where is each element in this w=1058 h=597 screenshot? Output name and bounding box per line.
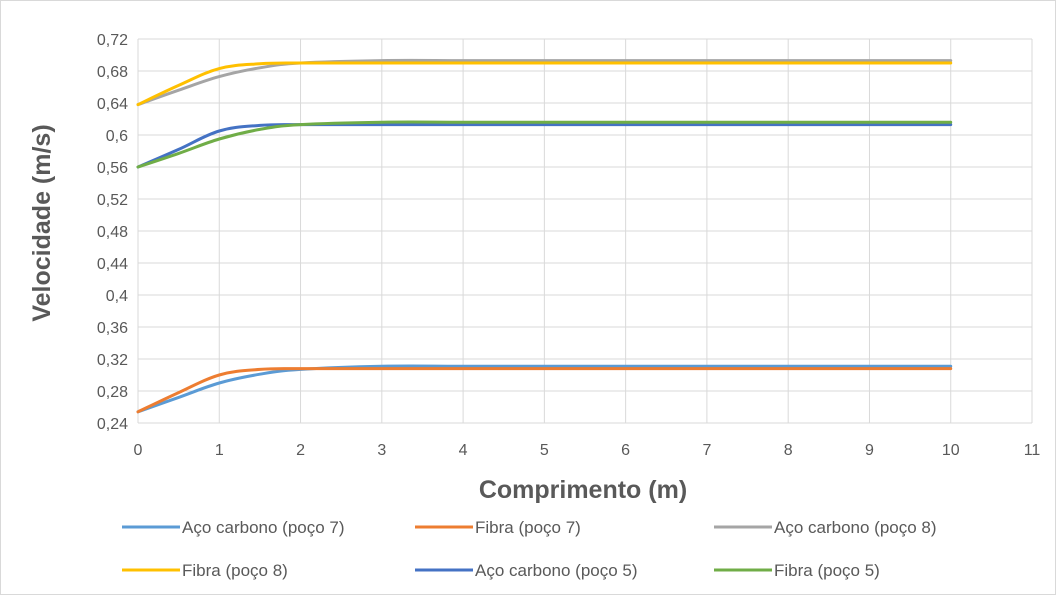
series-line-2: [136, 367, 953, 414]
legend-entry: Fibra (poço 8): [122, 561, 288, 580]
y-tick-label: 0,68: [97, 64, 128, 81]
legend-label: Aço carbono (poço 8): [774, 518, 937, 537]
x-tick-label: 10: [942, 442, 960, 459]
x-tick-label: 8: [784, 442, 793, 459]
legend-entry: Aço carbono (poço 5): [415, 561, 638, 580]
legend-label: Fibra (poço 8): [182, 561, 288, 580]
y-tick-label: 0,56: [97, 160, 128, 177]
x-tick-label: 1: [215, 442, 224, 459]
gridlines: [137, 38, 1033, 424]
series-line-3: [136, 58, 953, 107]
y-tick-label: 0,48: [97, 224, 128, 241]
y-tick-label: 0,64: [97, 96, 128, 113]
x-tick-label: 3: [377, 442, 386, 459]
legend-entry: Fibra (poço 7): [415, 518, 581, 537]
legend-entry: Fibra (poço 5): [714, 561, 880, 580]
series-line-4: [136, 61, 953, 107]
y-tick-label: 0,4: [106, 288, 128, 305]
legend-label: Fibra (poço 7): [475, 518, 581, 537]
series-line-5: [136, 123, 953, 169]
y-tick-label: 0,72: [97, 32, 128, 49]
y-tick-label: 0,6: [106, 128, 128, 145]
legend-label: Aço carbono (poço 5): [475, 561, 638, 580]
x-axis-title: Comprimento (m): [479, 476, 687, 504]
legend-entry: Aço carbono (poço 8): [714, 518, 937, 537]
legend-label: Aço carbono (poço 7): [182, 518, 345, 537]
series-lines: [136, 58, 953, 414]
legend: Aço carbono (poço 7) Fibra (poço 7) Aço ca…: [122, 518, 937, 580]
x-tick-label: 0: [134, 442, 143, 459]
y-tick-label: 0,52: [97, 192, 128, 209]
y-tick-label: 0,44: [97, 256, 128, 273]
x-tick-label: 11: [1024, 442, 1041, 459]
x-tick-label: 9: [865, 442, 874, 459]
series-line-1: [136, 364, 953, 414]
series-line-6: [136, 120, 953, 169]
x-axis-ticks: 0 1 2 3 4 5 6 7 8 9 10 11: [134, 442, 1041, 459]
x-tick-label: 4: [459, 442, 468, 459]
legend-entry: Aço carbono (poço 7): [122, 518, 345, 537]
y-tick-label: 0,36: [97, 320, 128, 337]
x-tick-label: 7: [702, 442, 711, 459]
y-tick-label: 0,24: [97, 416, 128, 433]
legend-label: Fibra (poço 5): [774, 561, 880, 580]
x-tick-label: 2: [296, 442, 305, 459]
y-axis-ticks: 0,24 0,28 0,32 0,36 0,4 0,44 0,48 0,52 0,56 0,6 0,…: [97, 32, 128, 433]
y-tick-label: 0,32: [97, 352, 128, 369]
x-tick-label: 6: [621, 442, 630, 459]
x-tick-label: 5: [540, 442, 549, 459]
y-tick-label: 0,28: [97, 384, 128, 401]
y-axis-title: Velocidade (m/s): [28, 124, 56, 321]
